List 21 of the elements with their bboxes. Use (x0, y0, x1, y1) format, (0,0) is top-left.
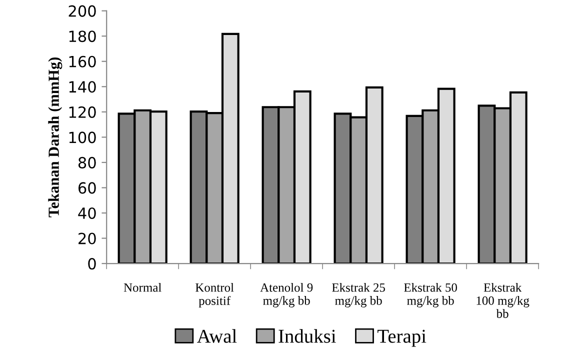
y-tick-label: 160 (69, 56, 96, 68)
legend-label: Induksi (278, 329, 336, 343)
x-tick-label: Atenolol 9 mg/kg bb (260, 282, 313, 308)
y-tick-label: 40 (78, 207, 96, 220)
y-tick-label: 140 (69, 81, 96, 93)
x-tick-label: Ekstrak 100 mg/kg bb (476, 282, 530, 318)
x-tick-label: Normal (124, 282, 162, 292)
y-tick-label: 0 (88, 258, 96, 270)
legend-label: Awal (197, 329, 237, 343)
y-tick-label: 180 (69, 30, 96, 42)
y-tick-label: 100 (69, 132, 96, 144)
y-axis-title: Tekanan Darah (mmHg) (48, 57, 62, 218)
y-tick-label: 200 (68, 5, 96, 17)
y-tick-label: 60 (78, 182, 96, 194)
y-tick-label: 80 (78, 156, 96, 168)
legend-label: Terapi (378, 330, 426, 347)
x-tick-label: Kontrol positif (196, 282, 234, 308)
x-tick-label: Ekstrak 25 mg/kg bb (332, 282, 385, 308)
x-tick-label: Ekstrak 50 mg/kg bb (404, 282, 457, 308)
y-tick-label: 20 (78, 232, 96, 244)
y-tick-label: 120 (69, 106, 96, 118)
